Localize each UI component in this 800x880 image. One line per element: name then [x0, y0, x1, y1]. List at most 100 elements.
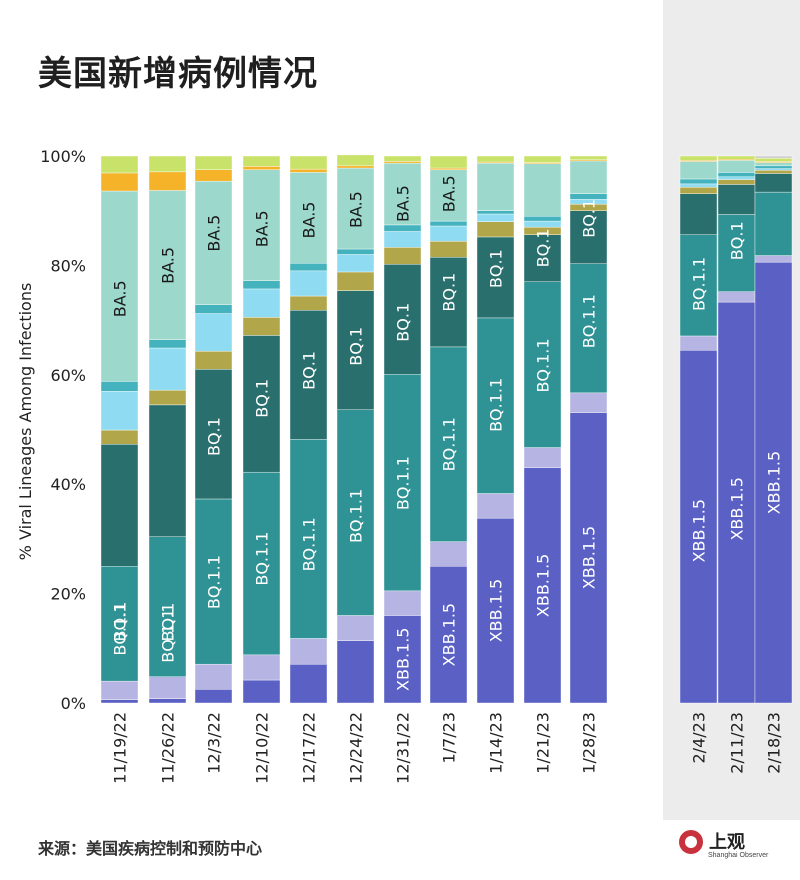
bar-segment — [100, 699, 139, 704]
source-note: 来源：美国疾病控制和预防中心 — [38, 839, 263, 858]
bar-segment — [523, 155, 562, 163]
bar-segment — [383, 231, 422, 248]
bar-label: BA.5 — [159, 247, 178, 284]
bar-label: BQ.1 — [440, 273, 459, 312]
x-tick-label: 12/31/22 — [394, 712, 413, 784]
bar-segment — [679, 335, 718, 351]
bar-segment — [194, 169, 233, 182]
bar-segment — [569, 210, 608, 264]
bar-segment — [100, 429, 139, 445]
bar-label: BQ.1 — [253, 379, 272, 418]
bar-segment — [242, 155, 281, 167]
bar-segment — [476, 213, 515, 222]
bar-segment — [336, 254, 375, 273]
bar-segment — [148, 389, 187, 406]
bar-label: XBB.1.5 — [534, 554, 553, 617]
bar-label: BQ.1.1 — [159, 609, 178, 663]
bar-segment — [523, 234, 562, 283]
bar-segment — [569, 392, 608, 413]
bar-segment — [679, 234, 718, 337]
bar-label: BQ.1.1 — [690, 257, 709, 311]
bar-segment — [717, 172, 756, 177]
bar-label: XBB.1.5 — [690, 499, 709, 562]
bar-label: BQ.1.1 — [440, 417, 459, 471]
bar-segment — [754, 155, 793, 159]
y-tick-label: 20% — [50, 585, 86, 604]
bar-segment — [429, 346, 468, 542]
bar-segment — [242, 654, 281, 681]
bar-label: XBB.1.5 — [580, 526, 599, 589]
bar-label: XBB.1.5 — [394, 628, 413, 691]
bar-segment — [383, 161, 422, 164]
bar-segment — [429, 167, 468, 170]
bar-segment — [383, 155, 422, 162]
bar-segment — [148, 339, 187, 349]
bar-label: BA.5 — [440, 175, 459, 212]
x-tick-label: 2/11/23 — [728, 712, 747, 774]
y-tick-label: 80% — [50, 256, 86, 275]
x-tick-label: 12/10/22 — [253, 712, 272, 784]
bar-segment — [476, 517, 515, 704]
bar-segment — [476, 493, 515, 519]
logo-subtitle: Shanghai Observer — [708, 852, 769, 859]
bar-label: BA.5 — [111, 280, 130, 317]
bar-segment — [679, 178, 718, 185]
bar-segment — [100, 444, 139, 567]
bar-segment — [523, 447, 562, 468]
bar-segment — [429, 225, 468, 242]
bar-segment — [336, 271, 375, 291]
bar-label: BA.5 — [347, 191, 366, 228]
x-tick-label: 12/3/22 — [205, 712, 224, 774]
bar-label: BQ.1 — [487, 249, 506, 288]
bar-label: BQ.1 — [580, 199, 599, 238]
bar-segment — [429, 155, 468, 169]
bar-segment — [383, 162, 422, 226]
bar-segment — [148, 171, 187, 191]
bar-segment — [754, 191, 793, 256]
y-axis-label: % Viral Lineages Among Infections — [16, 283, 35, 561]
bar-segment — [679, 155, 718, 161]
bar-segment — [148, 698, 187, 704]
bar-segment — [194, 369, 233, 500]
logo-icon — [679, 830, 703, 854]
bar-segment — [569, 412, 608, 704]
bar-segment — [242, 679, 281, 704]
bar-segment — [194, 180, 233, 305]
bar-label: BQ.1.1 — [394, 456, 413, 510]
bar-segment — [754, 162, 793, 167]
bar-segment — [476, 210, 515, 215]
x-tick-label: 11/26/22 — [159, 712, 178, 784]
bar-segment — [289, 168, 328, 173]
y-tick-label: 40% — [50, 475, 86, 494]
bar-label: BQ.1 — [347, 327, 366, 366]
bar-segment — [289, 172, 328, 264]
bar-segment — [429, 220, 468, 227]
bar-segment — [242, 335, 281, 473]
bar-segment — [148, 536, 187, 677]
bar-label: BQ.1.1 — [300, 517, 319, 571]
bar-segment — [148, 404, 187, 537]
bar-segment — [429, 541, 468, 567]
bar-segment — [242, 317, 281, 336]
bar-label: BQ.1 — [728, 221, 747, 260]
y-tick-label: 100% — [40, 147, 86, 166]
bar-segment — [476, 317, 515, 494]
x-tick-label: 12/24/22 — [347, 712, 366, 784]
bar-segment — [194, 155, 233, 170]
bar-segment — [717, 160, 756, 173]
bar-segment — [717, 179, 756, 185]
bar-segment — [383, 247, 422, 265]
bar-segment — [289, 310, 328, 440]
x-tick-label: 11/19/22 — [111, 712, 130, 784]
y-tick-label: 60% — [50, 366, 86, 385]
bar-label: BA.5 — [253, 210, 272, 247]
bar-label: BQ.1 — [111, 603, 130, 642]
bar-segment — [289, 263, 328, 272]
bar-label: XBB.1.5 — [728, 477, 747, 540]
bar-label: BQ.1 — [394, 303, 413, 342]
bar-segment — [194, 498, 233, 665]
bar-segment — [383, 590, 422, 616]
bar-segment — [569, 160, 608, 194]
bar-segment — [194, 689, 233, 704]
bar-segment — [717, 176, 756, 180]
